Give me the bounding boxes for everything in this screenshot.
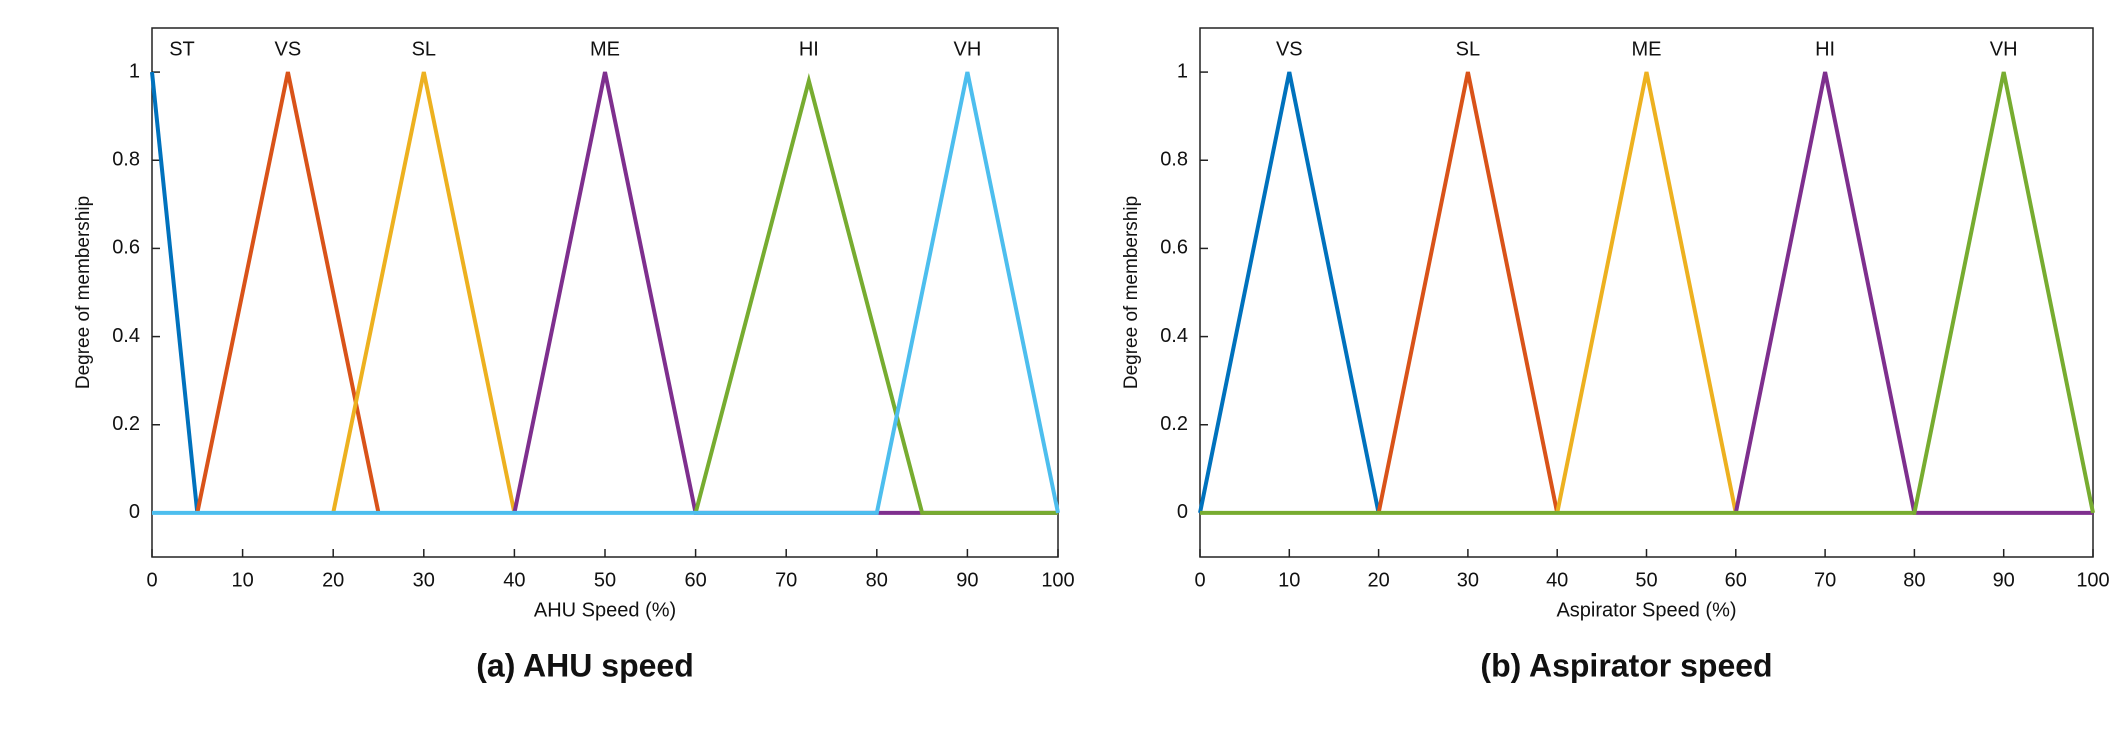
x-tick-label: 90 [1993,569,2015,591]
x-tick-label: 30 [1457,569,1479,591]
membership-line [152,71,1060,515]
x-tick-label: 30 [413,569,435,591]
x-tick-label: 100 [1041,569,1074,591]
x-tick-label: 60 [1725,569,1747,591]
y-tick-label: 0 [129,501,140,523]
peak-label: VH [1990,38,2018,60]
x-tick-label: 90 [956,569,978,591]
membership-line [331,71,517,514]
y-tick-label: 0.2 [1160,413,1188,435]
x-tick-label: 80 [866,569,888,591]
y-axis-label: Degree of membership [1121,196,1142,389]
x-tick-label: 80 [1903,569,1925,591]
membership-line [195,71,381,514]
peak-label: SL [1456,38,1480,60]
peak-label: HI [1815,38,1835,60]
x-tick-label: 70 [775,569,797,591]
peak-label: ME [590,38,620,60]
x-axis-label: AHU Speed (%) [534,599,676,621]
y-tick-label: 1 [1177,60,1188,82]
peak-label: VS [275,38,302,60]
x-tick-label: 70 [1814,569,1836,591]
y-tick-label: 0.8 [112,149,140,171]
membership-line [1200,71,2095,515]
plot-area [151,27,1059,558]
x-tick-label: 10 [1278,569,1300,591]
y-tick-label: 1 [129,60,140,82]
x-tick-label: 40 [1546,569,1568,591]
membership-line [1733,71,2093,515]
x-tick-label: 50 [1635,569,1657,591]
x-axis-label: Aspirator Speed (%) [1556,599,1736,621]
peak-label: VS [1276,38,1303,60]
caption: (a) AHU speed [476,647,694,683]
x-tick-label: 20 [1367,569,1389,591]
peak-label: HI [799,38,819,60]
x-tick-label: 40 [503,569,525,591]
y-tick-label: 0.4 [112,325,140,347]
membership-line [1555,71,1738,514]
y-tick-label: 0.8 [1160,149,1188,171]
membership-line [1376,71,1560,514]
y-axis-label: Degree of membership [73,196,94,389]
membership-line [693,73,1058,515]
x-tick-label: 20 [322,569,344,591]
y-tick-label: 0.6 [1160,237,1188,259]
y-tick-label: 0.2 [112,413,140,435]
peak-label: ME [1632,38,1662,60]
caption: (b) Aspirator speed [1480,647,1772,683]
y-tick-label: 0.4 [1160,325,1188,347]
peak-label: ST [169,38,195,60]
x-tick-label: 0 [146,569,157,591]
y-tick-label: 0.6 [112,237,140,259]
x-tick-label: 0 [1194,569,1205,591]
x-tick-label: 50 [594,569,616,591]
x-tick-label: 100 [2076,569,2109,591]
membership-line [150,71,200,514]
y-tick-label: 0 [1177,501,1188,523]
peak-label: VH [954,38,982,60]
plot-area [1199,27,2094,558]
x-tick-label: 60 [684,569,706,591]
x-tick-label: 10 [231,569,253,591]
peak-label: SL [412,38,436,60]
membership-line [1198,71,1381,514]
